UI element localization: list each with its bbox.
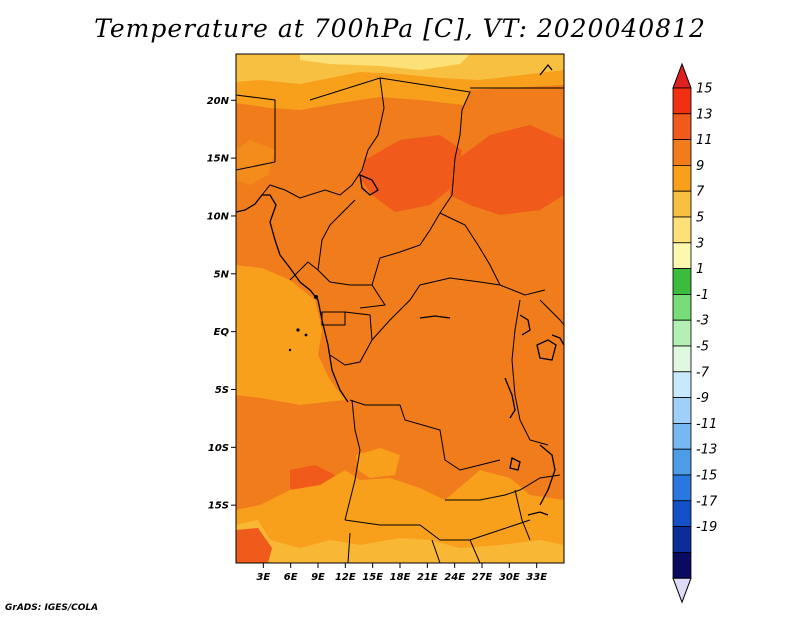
latitude-axis: 20N 15N 10N 5N EQ 5S 10S 15S <box>207 96 236 512</box>
colorbar-bin <box>672 139 692 166</box>
longitude-axis: 3E 6E 9E 12E 15E 18E 21E 24E 27E 30E 33E <box>256 563 547 583</box>
field-west-9c <box>236 265 345 405</box>
colorbar-label: -1 <box>696 288 709 303</box>
colorbar-bin <box>672 371 692 398</box>
lat-tick-label: 15S <box>208 501 229 512</box>
colorbar-top-arrow <box>672 62 692 89</box>
colorbar-label: 9 <box>696 159 704 174</box>
colorbar-label: -17 <box>696 494 718 509</box>
field-north-5c <box>300 54 470 70</box>
lon-tick-label: 33E <box>526 572 547 583</box>
colorbar-label: -11 <box>696 417 717 432</box>
colorbar-bin <box>672 397 692 424</box>
colorbar-bin <box>672 216 692 244</box>
colorbar-label: 5 <box>696 211 704 226</box>
colorbar-bin <box>672 190 692 218</box>
colorbar-label: 7 <box>696 185 705 200</box>
coastline <box>236 63 564 516</box>
colorbar-bin <box>672 319 692 347</box>
colorbar-bin <box>672 293 692 321</box>
map-title: Temperature at 700hPa [C], VT: 202004081… <box>94 14 706 43</box>
grads-credit: GrADS: IGES/COLA <box>5 603 99 613</box>
field-south-patch <box>356 448 400 478</box>
field-hot-west <box>360 135 462 212</box>
colorbar-bin <box>672 113 692 141</box>
colorbar-bin <box>672 500 692 527</box>
colorbar-bin <box>672 164 692 192</box>
colorbar-bottom-arrow <box>672 577 692 604</box>
colorbar-bin <box>672 474 692 502</box>
colorbar-bin <box>672 242 692 270</box>
colorbar-label: -7 <box>696 365 710 380</box>
colorbar-label: -3 <box>696 314 709 329</box>
colorbar: 15 13 11 9 7 5 3 1 -1 -3 -5 -7 -9 -11 -13 -15 -17 -19 <box>672 62 718 604</box>
small-islands <box>288 295 318 352</box>
lon-tick-label: 3E <box>256 572 270 583</box>
lat-tick-label: 5N <box>214 269 230 280</box>
lon-tick-label: 9E <box>311 572 325 583</box>
lon-tick-label: 15E <box>362 572 383 583</box>
lon-tick-label: 27E <box>472 572 493 583</box>
country-borders <box>236 77 564 563</box>
lon-tick-label: 12E <box>335 572 356 583</box>
lat-tick-label: 15N <box>207 154 230 165</box>
colorbar-label: 15 <box>696 82 713 97</box>
colorbar-label: -13 <box>696 443 717 458</box>
colorbar-label: -9 <box>696 391 709 406</box>
colorbar-bin <box>672 87 692 115</box>
lat-tick-label: 5S <box>215 385 229 396</box>
colorbar-label: 3 <box>696 236 704 251</box>
colorbar-label: 13 <box>696 107 713 122</box>
colorbar-bin <box>672 422 692 450</box>
colorbar-label: -5 <box>696 340 709 355</box>
colorbar-label: -19 <box>696 520 717 535</box>
lon-tick-label: 30E <box>499 572 520 583</box>
colorbar-bin <box>672 552 692 579</box>
colorbar-bin <box>672 268 692 295</box>
lat-tick-label: EQ <box>214 327 230 338</box>
field-patch-nw <box>236 140 275 185</box>
field-corner-hot <box>236 528 272 563</box>
field-south-9c <box>236 470 564 563</box>
lon-tick-label: 6E <box>284 572 298 583</box>
lat-tick-label: 10N <box>207 211 230 222</box>
colorbar-bin <box>672 345 692 373</box>
lon-tick-label: 21E <box>417 572 438 583</box>
lat-tick-label: 10S <box>208 443 229 454</box>
lon-tick-label: 18E <box>390 572 411 583</box>
lon-tick-label: 24E <box>444 572 465 583</box>
colorbar-label: 1 <box>696 262 704 277</box>
colorbar-bin <box>672 448 692 476</box>
field-hot-east <box>450 125 564 215</box>
colorbar-bin <box>672 526 692 553</box>
colorbar-label: 11 <box>696 133 713 148</box>
lat-tick-label: 20N <box>207 96 230 107</box>
temperature-field <box>236 54 564 563</box>
field-south-7c <box>236 520 564 563</box>
colorbar-label: -15 <box>696 469 717 484</box>
